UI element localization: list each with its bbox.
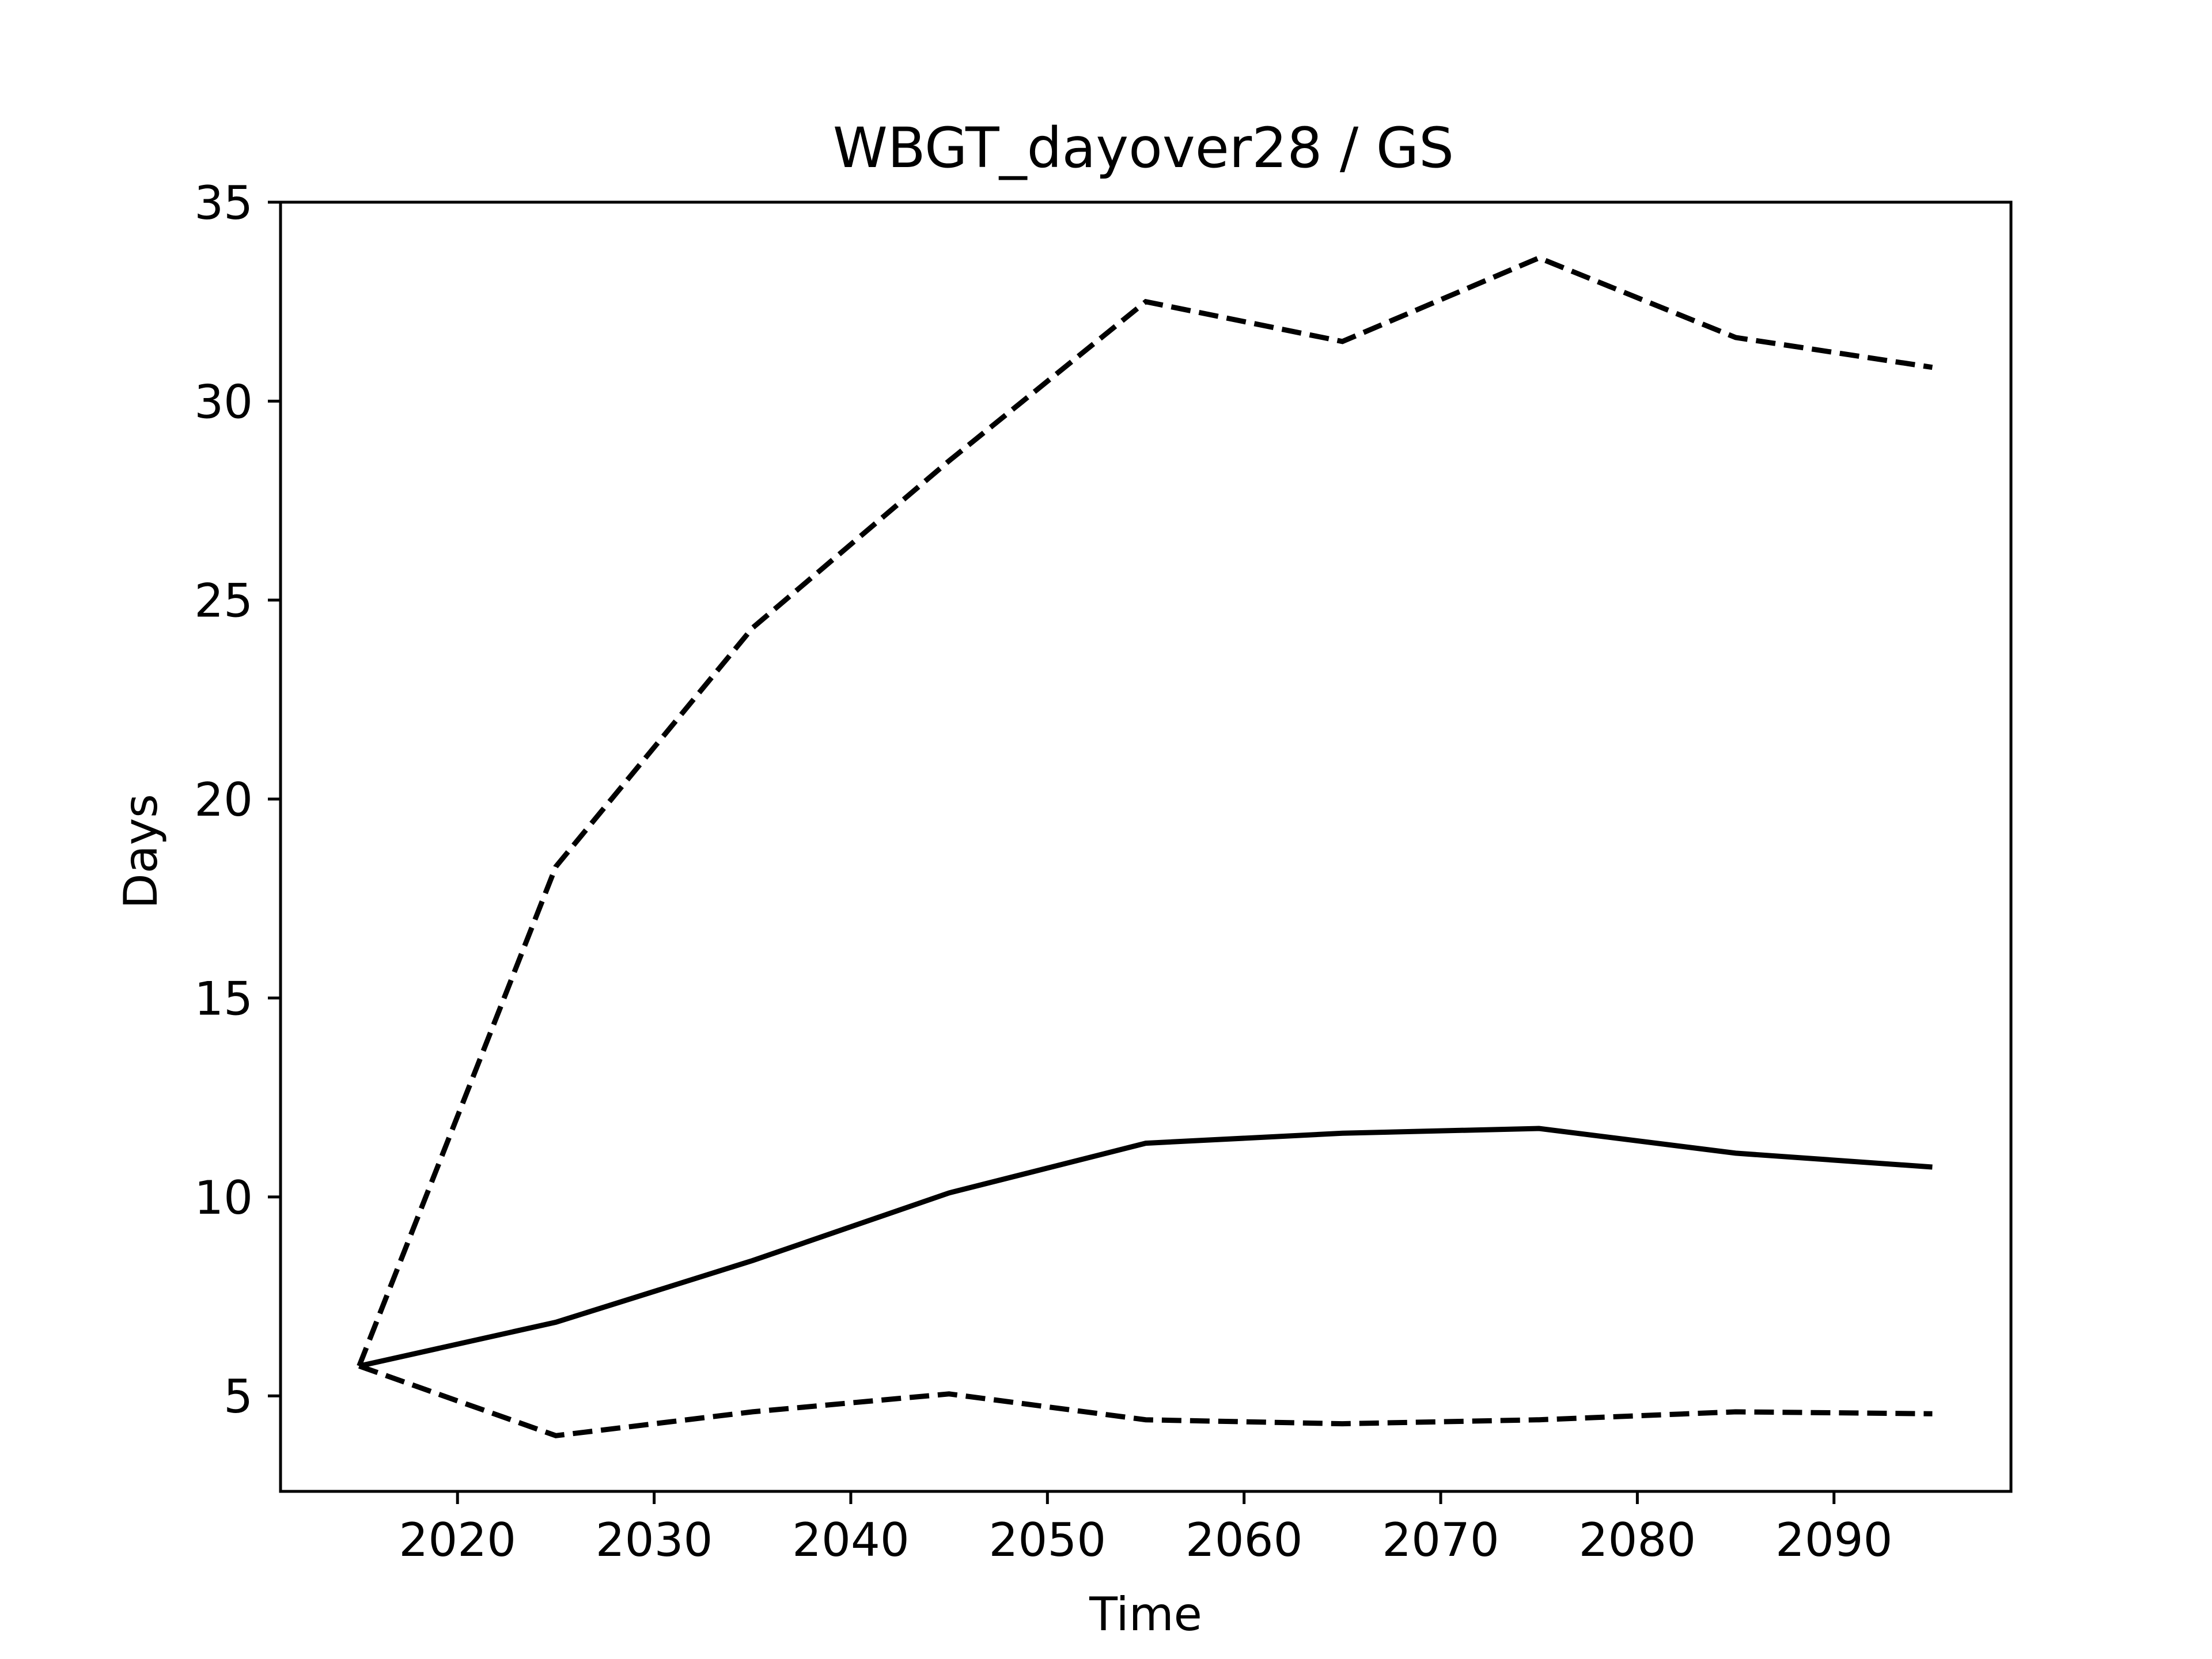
x-tick-label: 2060 (1185, 1513, 1303, 1567)
y-tick-label: 25 (194, 574, 253, 628)
chart-title: WBGT_dayover28 / GS (833, 116, 1454, 180)
x-axis-label: Time (1089, 1588, 1202, 1641)
plot-frame (279, 200, 2013, 1493)
x-tick-label: 2080 (1579, 1513, 1696, 1567)
y-tick-label: 5 (224, 1370, 253, 1423)
x-tick-label: 2040 (792, 1513, 910, 1567)
y-tick-label: 35 (194, 176, 253, 230)
y-tick-label: 30 (194, 375, 253, 429)
x-tick-label: 2020 (399, 1513, 516, 1567)
series-line-2-dashed (357, 255, 1933, 1368)
y-tick-label: 20 (194, 773, 253, 827)
x-tick-label: 2070 (1382, 1513, 1499, 1567)
x-tick-label: 2030 (596, 1513, 713, 1567)
series-layer (357, 255, 1933, 1438)
series-line-3-dashed (358, 1363, 1933, 1438)
y-tick-label: 15 (194, 972, 253, 1025)
x-tick-label: 2090 (1775, 1513, 1893, 1567)
y-tick-label: 10 (194, 1171, 253, 1225)
x-axis: 2020 2030 2040 2050 2060 2070 2080 2090 (399, 1491, 1893, 1567)
y-axis: 5 10 15 20 25 30 35 (194, 176, 281, 1423)
series-line-1-solid (358, 1126, 1933, 1369)
y-axis-label: Days (114, 794, 168, 909)
x-tick-label: 2050 (989, 1513, 1107, 1567)
